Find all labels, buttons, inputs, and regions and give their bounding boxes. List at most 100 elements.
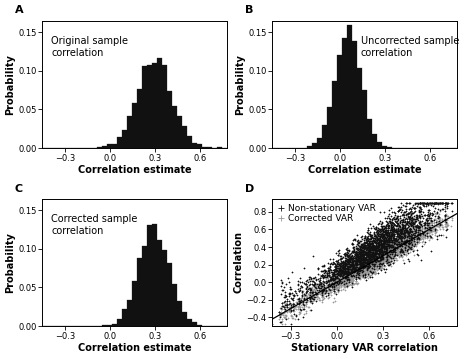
Corrected VAR xyxy=(407,228,414,234)
Non-stationary VAR xyxy=(368,256,375,262)
Non-stationary VAR xyxy=(387,224,395,229)
Corrected VAR xyxy=(370,255,377,260)
Corrected VAR xyxy=(353,268,360,274)
Corrected VAR xyxy=(353,260,361,266)
Non-stationary VAR xyxy=(327,269,335,275)
Non-stationary VAR xyxy=(396,241,404,247)
Non-stationary VAR xyxy=(373,248,380,254)
Non-stationary VAR xyxy=(363,257,371,263)
Bar xyxy=(147,225,152,326)
Non-stationary VAR xyxy=(378,233,385,239)
Non-stationary VAR xyxy=(364,256,372,262)
Non-stationary VAR xyxy=(322,274,329,279)
Non-stationary VAR xyxy=(307,298,315,304)
Non-stationary VAR xyxy=(347,261,355,266)
Non-stationary VAR xyxy=(366,247,374,253)
Non-stationary VAR xyxy=(337,260,345,266)
Non-stationary VAR xyxy=(367,232,374,238)
Corrected VAR xyxy=(349,281,356,287)
Non-stationary VAR xyxy=(307,286,315,292)
Corrected VAR xyxy=(345,275,353,281)
Non-stationary VAR xyxy=(400,225,407,230)
Corrected VAR xyxy=(384,252,392,257)
Non-stationary VAR xyxy=(380,249,387,255)
Non-stationary VAR xyxy=(304,279,311,285)
Non-stationary VAR xyxy=(329,275,337,281)
Non-stationary VAR xyxy=(320,262,328,268)
Non-stationary VAR xyxy=(352,255,360,260)
Non-stationary VAR xyxy=(331,279,339,285)
Non-stationary VAR xyxy=(395,223,403,229)
Corrected VAR xyxy=(441,217,449,223)
Non-stationary VAR xyxy=(364,246,371,252)
Corrected VAR xyxy=(385,239,392,245)
Non-stationary VAR xyxy=(342,273,350,279)
Non-stationary VAR xyxy=(365,246,373,252)
Non-stationary VAR xyxy=(327,281,335,286)
Corrected VAR xyxy=(412,243,420,249)
Non-stationary VAR xyxy=(323,272,330,278)
Corrected VAR xyxy=(416,232,424,238)
Non-stationary VAR xyxy=(360,235,367,241)
Non-stationary VAR xyxy=(410,243,417,249)
Corrected VAR xyxy=(407,231,415,237)
Non-stationary VAR xyxy=(389,247,397,253)
Non-stationary VAR xyxy=(407,226,414,232)
Corrected VAR xyxy=(378,259,386,265)
Non-stationary VAR xyxy=(391,214,398,220)
Corrected VAR xyxy=(379,252,387,258)
Corrected VAR xyxy=(421,229,429,235)
Non-stationary VAR xyxy=(369,255,376,260)
Non-stationary VAR xyxy=(386,243,393,248)
Non-stationary VAR xyxy=(372,237,379,242)
Corrected VAR xyxy=(362,266,370,272)
Non-stationary VAR xyxy=(394,228,401,234)
Corrected VAR xyxy=(373,254,380,260)
Corrected VAR xyxy=(292,306,300,312)
Non-stationary VAR xyxy=(374,227,382,233)
Corrected VAR xyxy=(369,266,376,272)
Corrected VAR xyxy=(381,250,388,255)
Non-stationary VAR xyxy=(423,217,431,223)
Non-stationary VAR xyxy=(341,265,348,271)
Non-stationary VAR xyxy=(361,256,368,261)
Non-stationary VAR xyxy=(337,263,345,269)
Corrected VAR xyxy=(366,258,374,264)
Corrected VAR xyxy=(367,262,375,268)
Non-stationary VAR xyxy=(418,200,426,206)
Non-stationary VAR xyxy=(389,243,397,248)
Non-stationary VAR xyxy=(416,214,424,219)
Non-stationary VAR xyxy=(301,281,309,287)
Corrected VAR xyxy=(346,269,354,275)
Non-stationary VAR xyxy=(371,239,379,244)
Corrected VAR xyxy=(376,264,384,270)
Corrected VAR xyxy=(357,269,365,275)
Non-stationary VAR xyxy=(433,233,441,239)
Non-stationary VAR xyxy=(399,227,406,232)
Corrected VAR xyxy=(365,261,373,266)
Non-stationary VAR xyxy=(416,200,424,206)
Non-stationary VAR xyxy=(378,252,385,257)
Corrected VAR xyxy=(309,298,317,304)
Corrected VAR xyxy=(383,249,391,255)
Corrected VAR xyxy=(404,237,412,242)
Corrected VAR xyxy=(381,246,389,251)
Corrected VAR xyxy=(374,258,381,264)
Corrected VAR xyxy=(358,257,366,262)
Corrected VAR xyxy=(394,248,402,254)
Corrected VAR xyxy=(355,274,363,280)
Corrected VAR xyxy=(332,279,340,285)
Non-stationary VAR xyxy=(357,260,365,265)
Text: Original sample
correlation: Original sample correlation xyxy=(52,36,128,58)
Corrected VAR xyxy=(340,269,348,274)
Non-stationary VAR xyxy=(356,257,364,263)
Non-stationary VAR xyxy=(346,255,354,261)
Corrected VAR xyxy=(416,226,423,232)
Non-stationary VAR xyxy=(285,291,293,297)
Corrected VAR xyxy=(421,234,428,239)
Corrected VAR xyxy=(348,270,356,276)
Non-stationary VAR xyxy=(416,223,423,229)
Corrected VAR xyxy=(333,285,341,290)
Non-stationary VAR xyxy=(357,251,365,257)
Non-stationary VAR xyxy=(388,220,395,226)
